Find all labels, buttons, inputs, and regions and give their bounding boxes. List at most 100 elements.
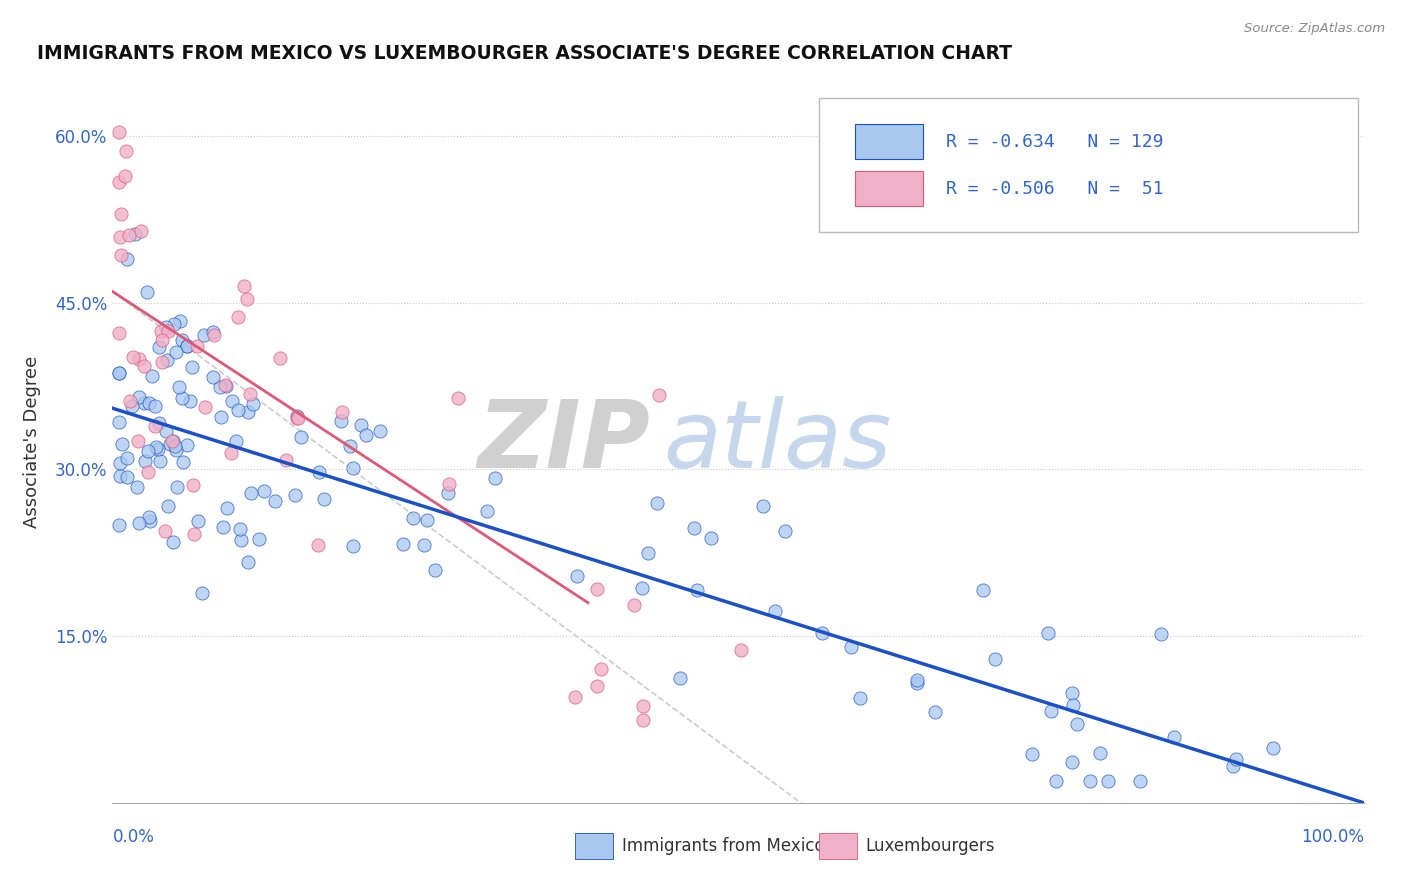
Point	[1062, 756, 1084, 770]
Point	[700, 531, 723, 545]
Point	[165, 442, 187, 457]
Point	[122, 350, 145, 364]
Point	[110, 456, 132, 470]
Point	[226, 403, 249, 417]
Point	[905, 673, 928, 687]
Point	[848, 691, 870, 706]
Point	[214, 377, 236, 392]
Point	[423, 563, 446, 577]
Point	[685, 582, 707, 597]
Point	[208, 380, 231, 394]
Point	[647, 387, 669, 401]
Point	[586, 679, 609, 693]
Point	[1080, 773, 1102, 788]
Point	[329, 414, 352, 428]
Point	[115, 252, 138, 266]
Text: atlas: atlas	[664, 396, 891, 487]
Point	[120, 394, 142, 409]
Point	[107, 518, 129, 533]
Point	[108, 230, 131, 244]
Point	[342, 461, 364, 475]
Point	[107, 125, 129, 139]
Point	[413, 538, 436, 552]
Point	[110, 248, 132, 262]
Point	[110, 207, 132, 221]
Point	[108, 469, 131, 483]
Y-axis label: Associate's Degree: Associate's Degree	[24, 355, 41, 528]
Point	[107, 175, 129, 189]
Point	[127, 434, 149, 448]
Point	[905, 676, 928, 690]
Point	[1225, 752, 1247, 766]
Point	[166, 345, 188, 359]
Point	[129, 224, 152, 238]
Point	[228, 522, 250, 536]
Bar	[855, 171, 924, 206]
Point	[585, 582, 607, 596]
Point	[187, 515, 209, 529]
Point	[1066, 717, 1088, 731]
Point	[179, 393, 201, 408]
Point	[631, 699, 654, 714]
Point	[138, 510, 160, 524]
Point	[1222, 759, 1244, 773]
Point	[1150, 627, 1173, 641]
Point	[107, 366, 129, 380]
Point	[145, 440, 167, 454]
Point	[287, 410, 309, 425]
Point	[186, 339, 208, 353]
Point	[172, 454, 194, 468]
Point	[135, 285, 157, 299]
Text: Source: ZipAtlas.com: Source: ZipAtlas.com	[1244, 22, 1385, 36]
Point	[152, 333, 174, 347]
Point	[416, 513, 439, 527]
Point	[339, 439, 361, 453]
Point	[202, 369, 225, 384]
Point	[176, 438, 198, 452]
Bar	[575, 833, 613, 859]
Bar	[820, 833, 858, 859]
Point	[115, 469, 138, 483]
Point	[181, 360, 204, 375]
Point	[149, 454, 172, 468]
Point	[839, 640, 862, 654]
Point	[143, 399, 166, 413]
Point	[730, 643, 752, 657]
Point	[128, 352, 150, 367]
Point	[1163, 731, 1185, 745]
Point	[115, 451, 138, 466]
Point	[314, 491, 336, 506]
Point	[1263, 741, 1285, 756]
Point	[284, 488, 307, 502]
Point	[247, 532, 270, 546]
Point	[162, 434, 184, 449]
Point	[155, 424, 177, 438]
Point	[209, 409, 232, 424]
Point	[233, 279, 256, 293]
Point	[150, 324, 173, 338]
Point	[1088, 746, 1111, 760]
Point	[264, 493, 287, 508]
Point	[231, 533, 253, 547]
Point	[159, 437, 181, 451]
Point	[631, 713, 654, 727]
Text: 100.0%: 100.0%	[1301, 828, 1364, 847]
Point	[163, 439, 186, 453]
Point	[984, 651, 1007, 665]
Bar	[855, 124, 924, 159]
Point	[236, 555, 259, 569]
Point	[307, 538, 329, 552]
Point	[285, 411, 308, 425]
Point	[169, 314, 191, 328]
Point	[392, 537, 415, 551]
Point	[157, 324, 180, 338]
Text: R = -0.506   N =  51: R = -0.506 N = 51	[946, 179, 1163, 198]
Point	[118, 227, 141, 242]
Point	[567, 569, 589, 583]
Point	[763, 604, 786, 618]
Point	[108, 415, 131, 429]
Point	[107, 326, 129, 340]
Point	[167, 379, 190, 393]
Point	[134, 453, 156, 467]
Point	[668, 671, 690, 685]
